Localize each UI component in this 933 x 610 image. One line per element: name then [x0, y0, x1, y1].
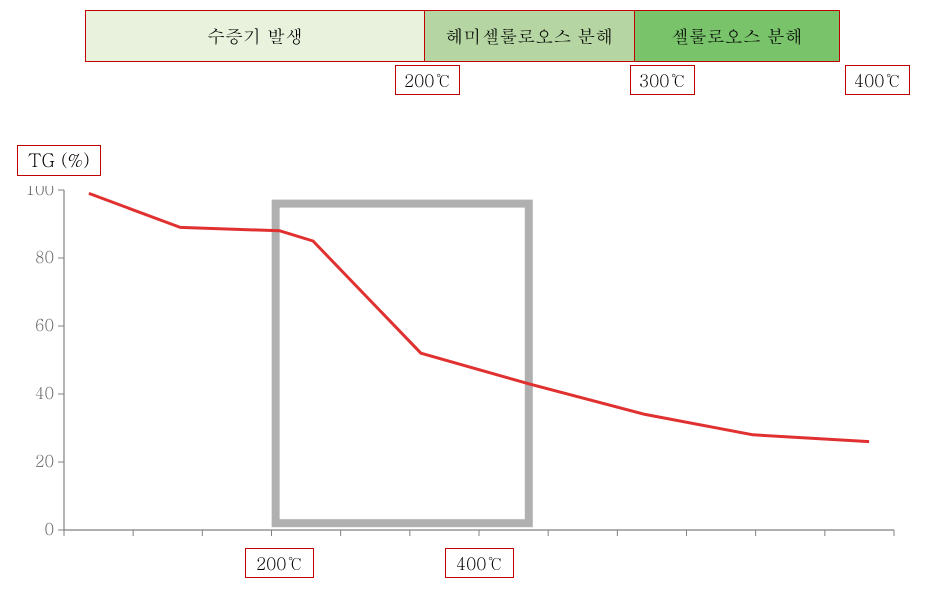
y-tick-label: 60: [35, 313, 54, 336]
stage-temp-label: 400℃: [845, 65, 910, 95]
tg-series-line: [89, 193, 869, 441]
stage-temp-label: 200℃: [395, 65, 460, 95]
stage-temp-label: 300℃: [630, 65, 695, 95]
stage-bar: 수증기 발생헤미셀룰로오스 분해셀룰로오스 분해: [85, 10, 840, 62]
y-tick-label: 0: [44, 517, 54, 540]
y-tick-label: 40: [35, 381, 54, 404]
y-tick-label: 80: [35, 245, 54, 268]
y-tick-label: 100: [26, 186, 54, 200]
x-temp-label: 200℃: [245, 548, 314, 578]
stage-segment: 수증기 발생: [86, 11, 425, 61]
y-tick-label: 20: [35, 449, 54, 472]
y-axis-title: TG (%): [17, 145, 101, 176]
x-temp-label: 400℃: [445, 548, 514, 578]
tg-line-chart: 0 20 40 60 80 100: [26, 186, 898, 548]
stage-segment: 헤미셀룰로오스 분해: [425, 11, 634, 61]
stage-segment: 셀룰로오스 분해: [635, 11, 839, 61]
